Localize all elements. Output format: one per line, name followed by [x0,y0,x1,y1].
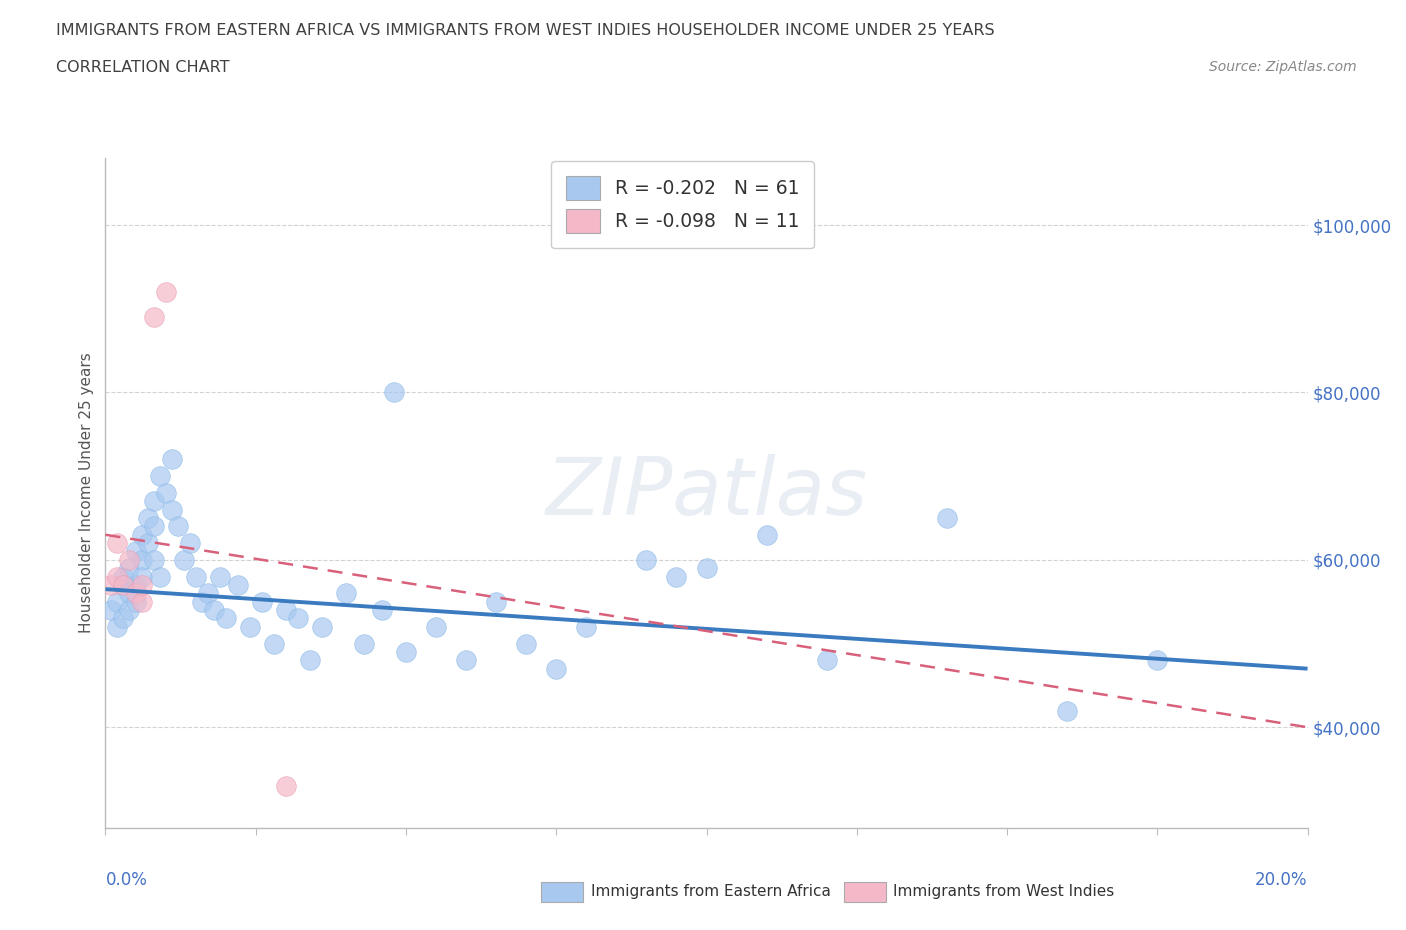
Point [131,594,153,609]
Point [112,611,135,626]
Text: ZIPatlas: ZIPatlas [546,454,868,532]
Point [131,552,153,567]
Point [107,569,129,584]
Point [148,569,170,584]
Point [160,502,183,517]
Text: Immigrants from Eastern Africa: Immigrants from Eastern Africa [591,884,831,899]
Point [118,586,141,601]
Point [100,603,122,618]
Point [107,594,129,609]
Point [124,594,146,609]
Point [142,310,165,325]
Point [112,578,135,592]
Point [190,594,212,609]
Point [1146,653,1168,668]
Point [815,653,838,668]
Point [936,511,959,525]
Point [755,527,778,542]
Point [274,778,297,793]
Point [112,569,135,584]
Point [575,619,598,634]
Point [155,285,177,299]
Point [382,385,405,400]
Point [131,527,153,542]
Point [263,636,285,651]
Point [636,552,658,567]
Point [118,603,141,618]
Point [287,611,309,626]
Point [160,452,183,467]
Text: CORRELATION CHART: CORRELATION CHART [56,60,229,75]
Point [485,594,508,609]
Point [546,661,568,676]
Text: Immigrants from West Indies: Immigrants from West Indies [893,884,1114,899]
Point [184,569,207,584]
Point [353,636,375,651]
Point [665,569,688,584]
Point [142,552,165,567]
Point [179,536,201,551]
Point [142,494,165,509]
Point [148,469,170,484]
Point [371,603,394,618]
Point [250,594,273,609]
Point [335,586,357,601]
Point [1056,703,1078,718]
Point [515,636,537,651]
Point [155,485,177,500]
Point [239,619,262,634]
Point [107,536,129,551]
Point [124,578,146,592]
Point [454,653,477,668]
Point [124,544,146,559]
Text: IMMIGRANTS FROM EASTERN AFRICA VS IMMIGRANTS FROM WEST INDIES HOUSEHOLDER INCOME: IMMIGRANTS FROM EASTERN AFRICA VS IMMIGR… [56,23,995,38]
Point [131,569,153,584]
Point [124,586,146,601]
Point [226,578,249,592]
Point [112,578,135,592]
Point [425,619,447,634]
Point [395,644,418,659]
Point [202,603,225,618]
Point [118,561,141,576]
Text: 0.0%: 0.0% [105,871,148,889]
Point [118,552,141,567]
Point [166,519,188,534]
Point [136,536,159,551]
Text: Source: ZipAtlas.com: Source: ZipAtlas.com [1209,60,1357,74]
Y-axis label: Householder Income Under 25 years: Householder Income Under 25 years [79,352,94,633]
Point [208,569,231,584]
Point [298,653,321,668]
Point [214,611,236,626]
Point [173,552,195,567]
Point [311,619,333,634]
Legend: R = -0.202   N = 61, R = -0.098   N = 11: R = -0.202 N = 61, R = -0.098 N = 11 [551,161,814,248]
Point [197,586,219,601]
Point [696,561,718,576]
Point [142,519,165,534]
Point [274,603,297,618]
Point [131,578,153,592]
Text: 20.0%: 20.0% [1256,871,1308,889]
Point [100,578,122,592]
Point [136,511,159,525]
Point [107,619,129,634]
